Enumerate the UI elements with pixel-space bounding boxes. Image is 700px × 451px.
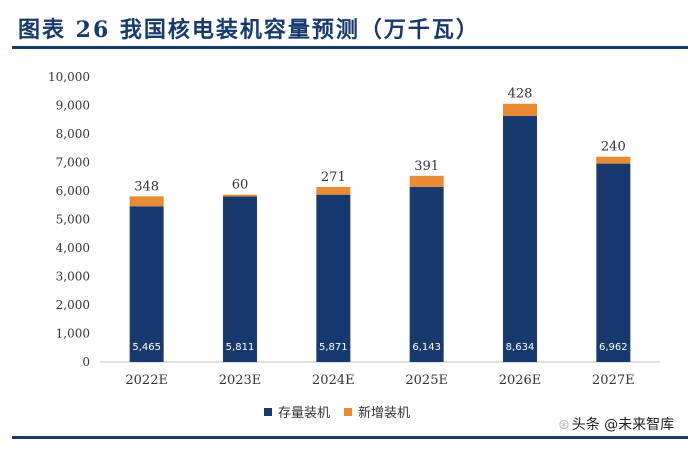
data-label-new: 60	[232, 178, 249, 193]
data-label-new: 271	[321, 170, 346, 185]
data-label-stock: 5,465	[132, 342, 161, 353]
bar-stock	[409, 186, 444, 362]
bottom-rule	[12, 436, 688, 439]
legend-item-new: 新增装机	[344, 402, 410, 421]
x-tick-label: 2027E	[592, 373, 635, 388]
y-tick-label: 1,000	[56, 327, 90, 341]
bar-new	[596, 156, 631, 164]
bar-new	[316, 186, 351, 195]
watermark-icon: ⊛	[558, 417, 570, 433]
bar-new	[503, 103, 537, 116]
x-axis: 2022E 2023E 2024E 2025E 2026E 2027E	[100, 361, 660, 388]
data-label-stock: 6,962	[599, 342, 628, 353]
bar-new	[409, 175, 444, 187]
x-tick-label: 2026E	[499, 373, 542, 388]
chart-title: 图表 26 我国核电装机容量预测（万千瓦）	[18, 17, 480, 43]
data-label-new: 348	[134, 179, 159, 194]
legend-label-new: 新增装机	[358, 406, 411, 421]
y-tick-label: 2,000	[56, 298, 90, 312]
legend-swatch-new	[344, 407, 353, 416]
data-label-stock: 8,634	[506, 342, 535, 353]
legend: 存量装机 新增装机	[264, 402, 410, 421]
watermark-text: 头条 @未来智库	[571, 417, 675, 433]
legend-swatch-stock	[264, 407, 272, 416]
data-label-new: 428	[508, 87, 533, 102]
y-tick-label: 10,000	[48, 70, 90, 84]
legend-label-stock: 存量装机	[278, 406, 331, 421]
y-tick-label: 5,000	[56, 213, 90, 227]
bar-stock	[129, 206, 164, 362]
x-tick-label: 2024E	[312, 373, 355, 388]
x-tick-label: 2023E	[219, 373, 262, 388]
y-tick-label: 0	[82, 355, 90, 369]
title-rule	[12, 46, 688, 49]
bar-stock	[316, 194, 351, 362]
y-axis: 0 1,000 2,000 3,000 4,000 5,000 6,000 7,000 8,00…	[48, 70, 90, 369]
bar-new	[129, 196, 164, 207]
data-label-new: 240	[601, 140, 626, 155]
data-label-new: 391	[414, 159, 439, 174]
bars	[129, 103, 631, 362]
bar-stock	[503, 115, 537, 362]
watermark: ⊛ 头条 @未来智库	[558, 414, 674, 434]
data-label-stock: 5,871	[319, 342, 348, 353]
legend-item-stock: 存量装机	[264, 402, 330, 421]
y-tick-label: 3,000	[56, 270, 90, 284]
bar-stock	[596, 163, 631, 362]
data-label-stock: 6,143	[412, 342, 441, 353]
bar-new	[223, 194, 257, 197]
header: 图表 26 我国核电装机容量预测（万千瓦）	[0, 0, 700, 56]
x-tick-label: 2025E	[405, 373, 448, 388]
data-label-stock: 5,811	[226, 342, 255, 353]
y-tick-label: 9,000	[56, 99, 90, 113]
y-tick-label: 7,000	[56, 156, 90, 170]
y-tick-label: 8,000	[56, 127, 90, 141]
x-tick-label: 2022E	[125, 373, 168, 388]
bar-stock	[223, 196, 257, 362]
y-tick-label: 6,000	[56, 184, 90, 198]
y-tick-label: 4,000	[56, 241, 90, 255]
data-labels: 348 5,465 60 5,811 271 5,871 391 6,143 428 8,634 2…	[132, 87, 627, 353]
